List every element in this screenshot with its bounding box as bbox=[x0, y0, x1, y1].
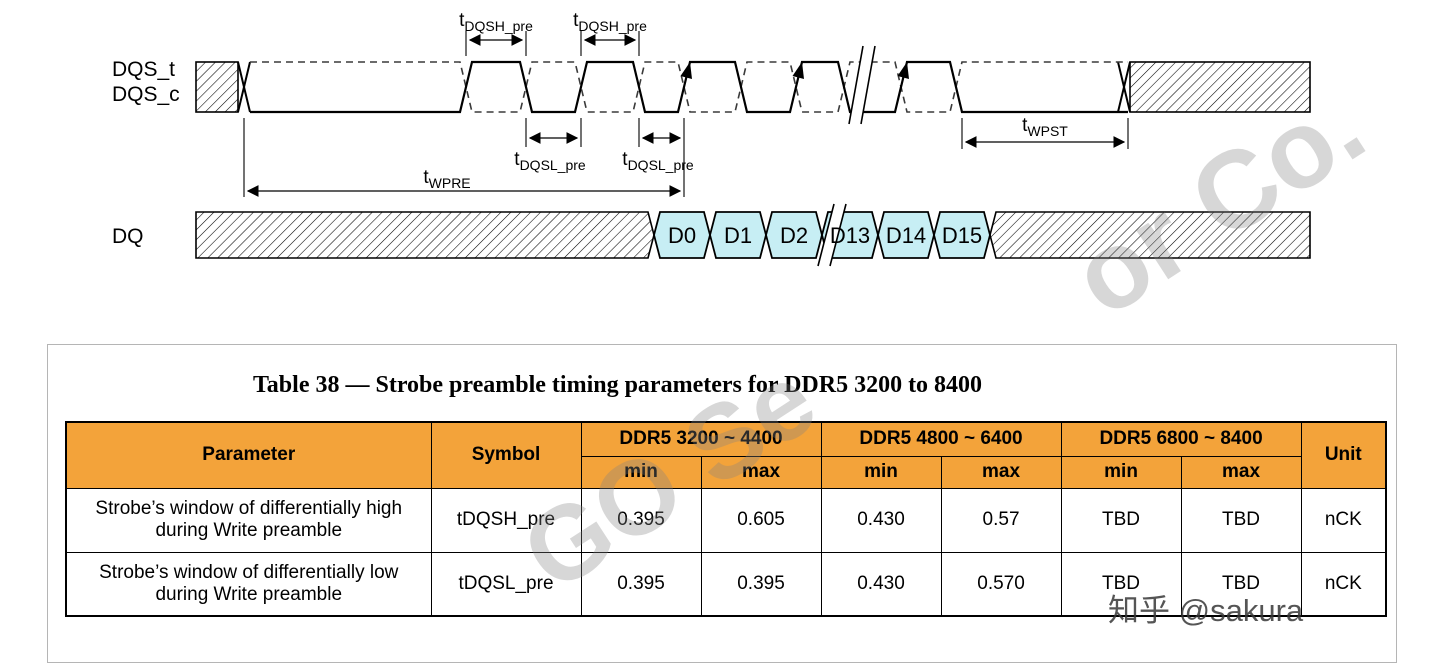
col-header-min: min bbox=[1060, 455, 1182, 489]
col-header-group-6800-8400: DDR5 6800 ~ 8400 bbox=[1060, 421, 1302, 457]
col-header-max: max bbox=[1180, 455, 1302, 489]
parameter-cell: Strobe’s window of differentially low du… bbox=[65, 551, 432, 617]
dq-beat-label: D0 bbox=[668, 223, 696, 248]
twpst-label: tWPST bbox=[1022, 115, 1068, 139]
col-header-max: max bbox=[700, 455, 822, 489]
symbol-cell: tDQSH_pre bbox=[430, 487, 582, 553]
dqs-hatch-regions bbox=[195, 61, 1311, 113]
dqs-c-signal-label: DQS_c bbox=[112, 83, 180, 106]
value-cell: 0.395 bbox=[580, 487, 702, 553]
col-header-min: min bbox=[820, 455, 942, 489]
value-cell: TBD bbox=[1060, 551, 1182, 617]
unit-cell: nCK bbox=[1300, 487, 1387, 553]
tdqsh-pre-label-1: tDQSH_pre bbox=[459, 10, 533, 34]
dq-bus: D0 D1 D2 D13 D14 D15 bbox=[195, 203, 1311, 267]
col-header-min: min bbox=[580, 455, 702, 489]
dq-beat-label: D2 bbox=[780, 223, 808, 248]
tdqsl-pre-label-1: tDQSL_pre bbox=[514, 149, 586, 173]
value-cell: 0.395 bbox=[580, 551, 702, 617]
table-row: Strobe’s window of differentially high d… bbox=[65, 487, 1387, 553]
strobe-preamble-table: Parameter Symbol DDR5 3200 ~ 4400 DDR5 4… bbox=[65, 421, 1388, 617]
col-header-group-3200-4400: DDR5 3200 ~ 4400 bbox=[580, 421, 822, 457]
dqs-timing-diagram: DQS_t DQS_c DQ bbox=[112, 10, 1311, 267]
symbol-cell: tDQSL_pre bbox=[430, 551, 582, 617]
value-cell: 0.605 bbox=[700, 487, 822, 553]
twpre-label: tWPRE bbox=[423, 167, 470, 191]
col-header-parameter: Parameter bbox=[65, 421, 432, 489]
value-cell: TBD bbox=[1060, 487, 1182, 553]
value-cell: 0.395 bbox=[700, 551, 822, 617]
col-header-group-4800-6400: DDR5 4800 ~ 6400 bbox=[820, 421, 1062, 457]
unit-cell: nCK bbox=[1300, 551, 1387, 617]
value-cell: 0.430 bbox=[820, 487, 942, 553]
dqs-t-signal-label: DQS_t bbox=[112, 58, 175, 81]
dq-beat-label: D15 bbox=[942, 223, 982, 248]
value-cell: 0.57 bbox=[940, 487, 1062, 553]
dqs-break-mark bbox=[848, 45, 876, 125]
table-title: Table 38 — Strobe preamble timing parame… bbox=[253, 372, 983, 398]
value-cell: 0.430 bbox=[820, 551, 942, 617]
dimension-arrows bbox=[246, 34, 1126, 197]
dq-beat-label: D1 bbox=[724, 223, 752, 248]
dq-beat-label: D13 bbox=[830, 223, 870, 248]
tdqsl-pre-label-2: tDQSL_pre bbox=[622, 149, 694, 173]
value-cell: TBD bbox=[1180, 487, 1302, 553]
dimension-guides bbox=[243, 31, 1129, 197]
col-header-max: max bbox=[940, 455, 1062, 489]
dq-signal-label: DQ bbox=[112, 225, 144, 248]
col-header-symbol: Symbol bbox=[430, 421, 582, 489]
parameter-cell: Strobe’s window of differentially high d… bbox=[65, 487, 432, 553]
strobe-edge-arrowheads bbox=[680, 62, 909, 79]
value-cell: 0.570 bbox=[940, 551, 1062, 617]
col-header-unit: Unit bbox=[1300, 421, 1387, 489]
dqs-crossover-segments bbox=[237, 61, 1131, 113]
table-row: Strobe’s window of differentially low du… bbox=[65, 551, 1387, 617]
dqs-t-waveform bbox=[250, 60, 1128, 114]
value-cell: TBD bbox=[1180, 551, 1302, 617]
dq-beat-label: D14 bbox=[886, 223, 926, 248]
table-section-panel bbox=[47, 344, 1397, 663]
tdqsh-pre-label-2: tDQSH_pre bbox=[573, 10, 647, 34]
